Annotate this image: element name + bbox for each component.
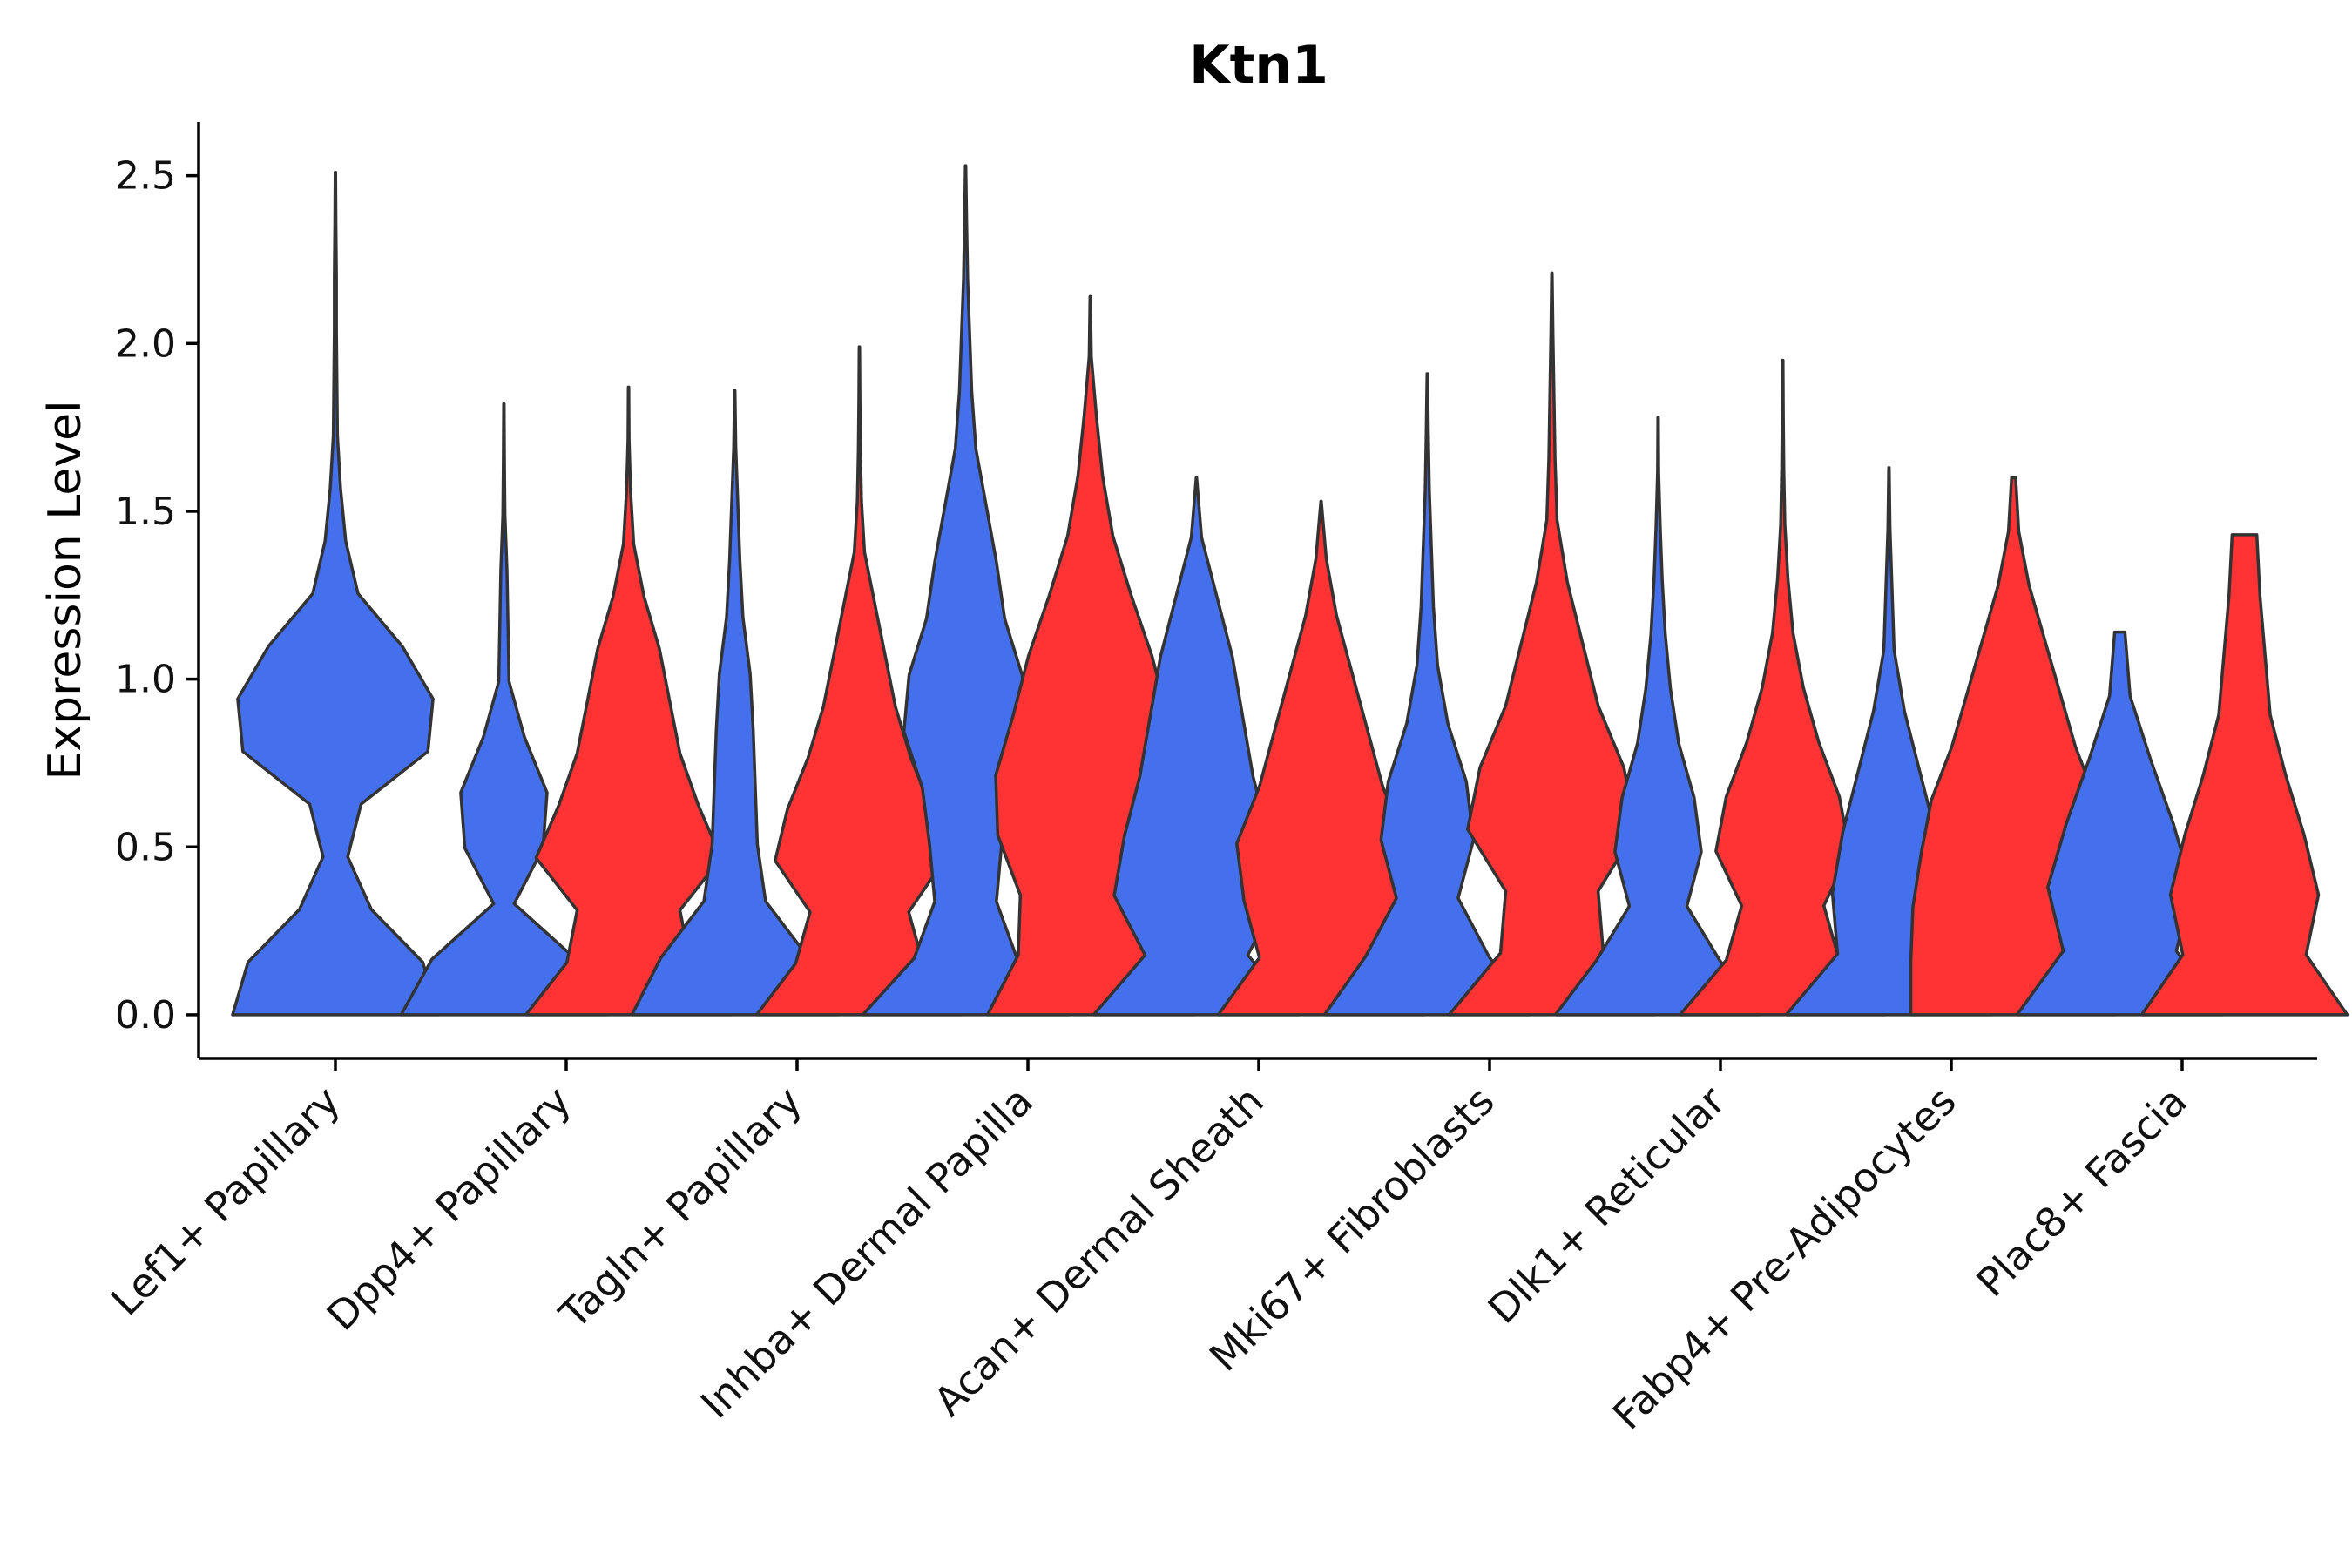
violin-group [231,164,2349,1017]
violin-5-red [1447,271,1657,1017]
y-tick-label: 0.5 [115,825,176,869]
x-tick-label: Dpp4+ Papillary [318,1078,580,1340]
x-tick-label: Tagln+ Papillary [550,1078,811,1339]
violin-0-blue [231,171,440,1017]
x-tick-label: Plac8+ Fascia [1967,1078,2195,1306]
violin-2-blue [630,389,840,1017]
x-tick-label: Lef1+ Papillary [102,1078,349,1325]
chart-title: Ktn1 [1189,35,1328,96]
y-axis-title: Expression Level [39,400,91,780]
y-tick-label: 2.5 [115,154,176,199]
y-ticks: 0.0 0.5 1.0 1.5 2.0 2.5 [115,154,199,1037]
y-tick-label: 1.5 [115,490,176,534]
y-tick-label: 0.0 [115,993,176,1037]
violin-1-red [524,385,733,1017]
x-tick-label: Dlk1+ Reticular [1479,1078,1734,1333]
violin-8-red [2139,533,2349,1017]
violin-6-blue [1553,416,1763,1017]
y-tick-label: 1.0 [115,658,176,702]
y-tick-label: 2.0 [115,321,176,366]
